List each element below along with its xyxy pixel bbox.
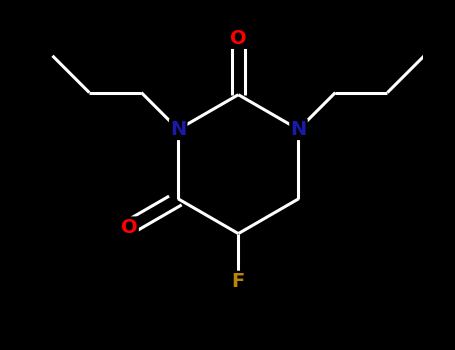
Text: O: O xyxy=(230,29,247,48)
Text: F: F xyxy=(232,272,245,291)
Text: N: N xyxy=(170,120,187,139)
Text: N: N xyxy=(290,120,307,139)
Text: O: O xyxy=(121,218,138,237)
